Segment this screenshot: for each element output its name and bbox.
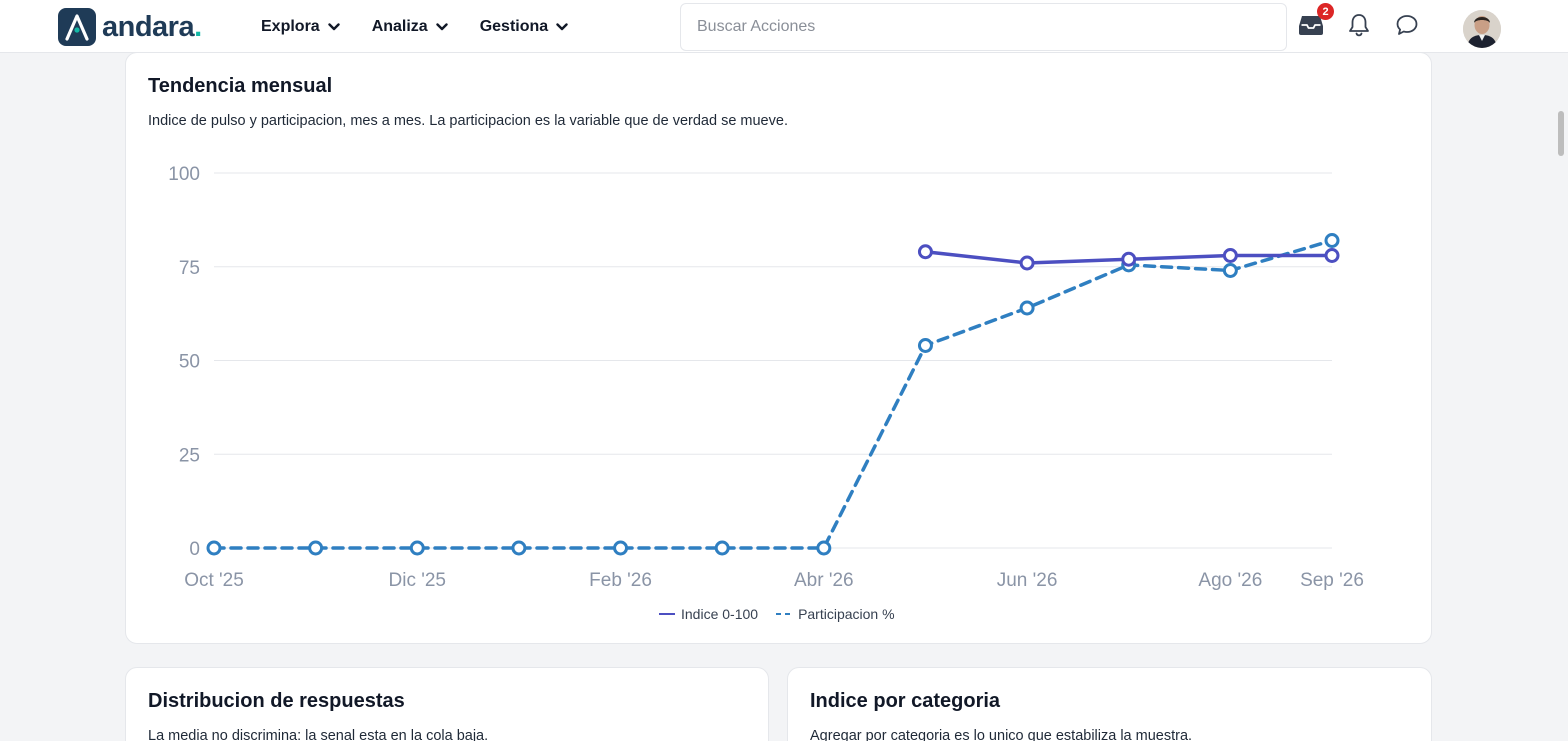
x-tick-label: Feb '26	[589, 570, 652, 591]
inbox-button[interactable]	[1297, 13, 1325, 41]
distribution-card-subtitle: La media no discrimina: la senal esta en…	[148, 728, 489, 741]
brand-logo[interactable]: andara.	[58, 8, 202, 46]
y-tick-label: 50	[179, 352, 200, 373]
legend-dashed-line-swatch	[776, 613, 793, 615]
trend-card: Tendencia mensual Indice de pulso y part…	[125, 52, 1432, 644]
trend-card-title: Tendencia mensual	[148, 75, 333, 97]
participation-data-point	[409, 540, 425, 556]
participation-data-point	[1324, 233, 1340, 248]
user-avatar[interactable]	[1463, 10, 1501, 48]
bell-icon	[1348, 13, 1370, 42]
index-data-point	[1121, 251, 1137, 267]
search-input[interactable]	[681, 4, 1286, 50]
chevron-down-icon	[556, 22, 568, 31]
inbox-count-badge: 2	[1317, 3, 1334, 20]
nav-analiza[interactable]: Analiza	[372, 18, 448, 36]
chevron-down-icon	[436, 22, 448, 31]
trend-card-subtitle: Indice de pulso y participacion, mes a m…	[148, 113, 788, 129]
participation-data-point	[308, 540, 324, 556]
nav-analiza-label: Analiza	[371, 17, 428, 35]
legend-label-participation: Participacion %	[798, 606, 895, 622]
index-data-point	[1324, 248, 1340, 263]
brand-name: andara.	[102, 11, 202, 43]
index-data-point	[1019, 255, 1035, 271]
participation-data-point	[1019, 300, 1035, 316]
nav-gestiona-label: Gestiona	[479, 17, 549, 35]
page-scrollbar-thumb[interactable]	[1558, 111, 1564, 156]
x-tick-label: Dic '25	[389, 570, 446, 591]
brand-logo-mark	[58, 8, 96, 46]
trend-line-chart: 0 25 50 75 100 Oct '25 Dic '25 Feb '26 Abr '26 Ju…	[168, 164, 1364, 591]
page-scrollbar-track[interactable]	[1555, 53, 1568, 741]
chat-bubble-icon	[1395, 13, 1419, 42]
chart-legend: Indice 0-100 Participacion %	[659, 606, 913, 622]
participation-series-line	[212, 238, 1334, 550]
x-tick-label: Oct '25	[184, 570, 244, 591]
inbox-tray-icon	[1298, 14, 1324, 41]
top-navigation-bar: andara. Explora Analiza Gestiona 2	[0, 0, 1568, 53]
notifications-button[interactable]	[1345, 13, 1373, 41]
participation-data-point	[511, 540, 527, 556]
participation-data-point	[1222, 263, 1238, 278]
participation-data-point	[206, 540, 222, 556]
category-card-title: Indice por categoria	[810, 690, 1001, 712]
main-nav: Explora Analiza Gestiona	[261, 0, 600, 53]
distribution-card: Distribucion de respuestas La media no d…	[125, 667, 769, 741]
participation-data-point	[613, 540, 629, 556]
y-tick-label: 100	[168, 164, 200, 185]
index-data-point	[1222, 248, 1238, 263]
y-tick-label: 25	[179, 445, 200, 466]
x-tick-label: Ago '26	[1198, 570, 1262, 591]
nav-explora-label: Explora	[261, 17, 320, 35]
x-tick-label: Jun '26	[997, 570, 1058, 591]
category-card: Indice por categoria Agregar por categor…	[787, 667, 1432, 741]
legend-label-index: Indice 0-100	[681, 606, 759, 622]
chevron-down-icon	[327, 22, 340, 31]
search-box	[680, 3, 1287, 51]
y-tick-label: 75	[179, 258, 200, 279]
nav-explora[interactable]: Explora	[261, 18, 340, 36]
legend-solid-line-swatch	[659, 613, 675, 615]
x-tick-label: Sep '26	[1300, 570, 1364, 591]
legend-item-participation[interactable]: Participacion %	[776, 606, 895, 622]
index-data-point	[917, 244, 933, 260]
y-tick-label: 0	[189, 539, 200, 560]
participation-data-point	[917, 338, 933, 353]
distribution-card-title: Distribucion de respuestas	[148, 690, 405, 712]
messages-button[interactable]	[1393, 13, 1421, 41]
participation-data-point	[816, 540, 832, 556]
x-tick-label: Abr '26	[794, 570, 854, 591]
legend-item-index[interactable]: Indice 0-100	[659, 606, 758, 622]
nav-gestiona[interactable]: Gestiona	[480, 18, 568, 36]
category-card-subtitle: Agregar por categoria es lo unico que es…	[810, 728, 1193, 741]
participation-data-point	[714, 540, 730, 556]
